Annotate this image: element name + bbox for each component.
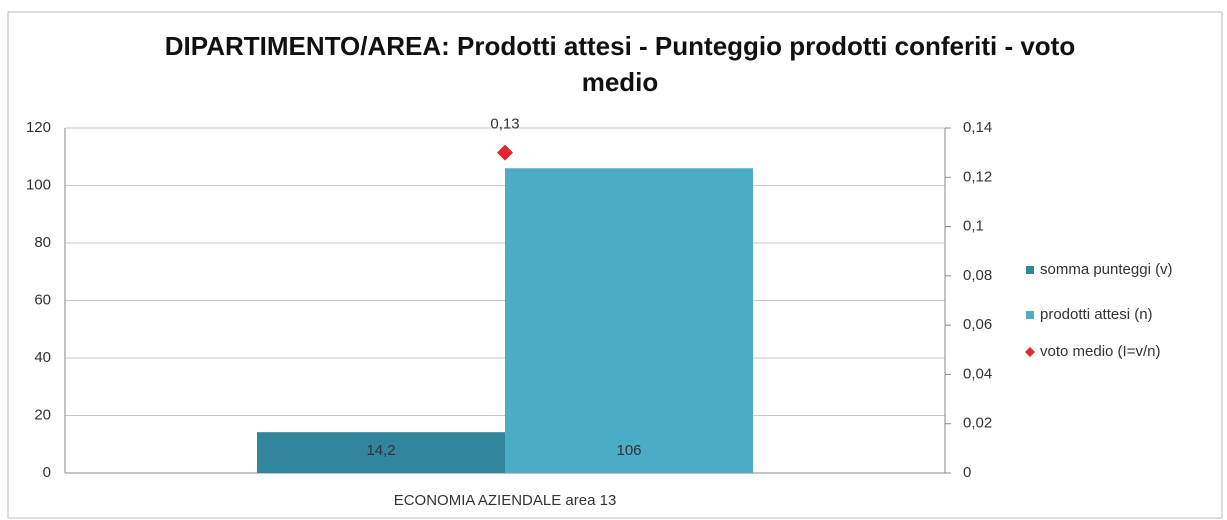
y2-tick-label: 0,08	[963, 267, 992, 284]
y-tick-label: 40	[34, 349, 51, 366]
y2-tick-label: 0,14	[963, 119, 992, 136]
y-tick-label: 80	[34, 234, 51, 251]
y2-tick-label: 0,04	[963, 365, 992, 382]
legend-label: prodotti attesi (n)	[1040, 306, 1153, 323]
legend-swatch	[1026, 311, 1034, 319]
y-tick-label: 60	[34, 291, 51, 308]
chart-title: DIPARTIMENTO/AREA: Prodotti attesi - Pun…	[164, 31, 1076, 97]
legend-swatch	[1026, 266, 1034, 274]
legend-marker	[1025, 347, 1035, 357]
legend-label: voto medio (I=v/n)	[1040, 343, 1160, 360]
bar	[257, 432, 505, 473]
data-label: 106	[616, 442, 641, 459]
y2-tick-label: 0,06	[963, 316, 992, 333]
data-label: 0,13	[490, 116, 519, 133]
marker	[497, 144, 513, 161]
chart-frame	[7, 11, 1223, 519]
y-tick-label: 100	[26, 176, 51, 193]
x-tick-label: ECONOMIA AZIENDALE area 13	[394, 492, 617, 509]
y2-tick-label: 0,1	[963, 218, 984, 235]
y2-tick-label: 0,02	[963, 415, 992, 432]
y-tick-label: 0	[43, 464, 51, 481]
legend-label: somma punteggi (v)	[1040, 261, 1173, 278]
y2-tick-label: 0,12	[963, 168, 992, 185]
data-label: 14,2	[366, 442, 395, 459]
y-tick-label: 20	[34, 406, 51, 423]
y-tick-label: 120	[26, 119, 51, 136]
y2-tick-label: 0	[963, 464, 971, 481]
bar	[505, 168, 753, 473]
